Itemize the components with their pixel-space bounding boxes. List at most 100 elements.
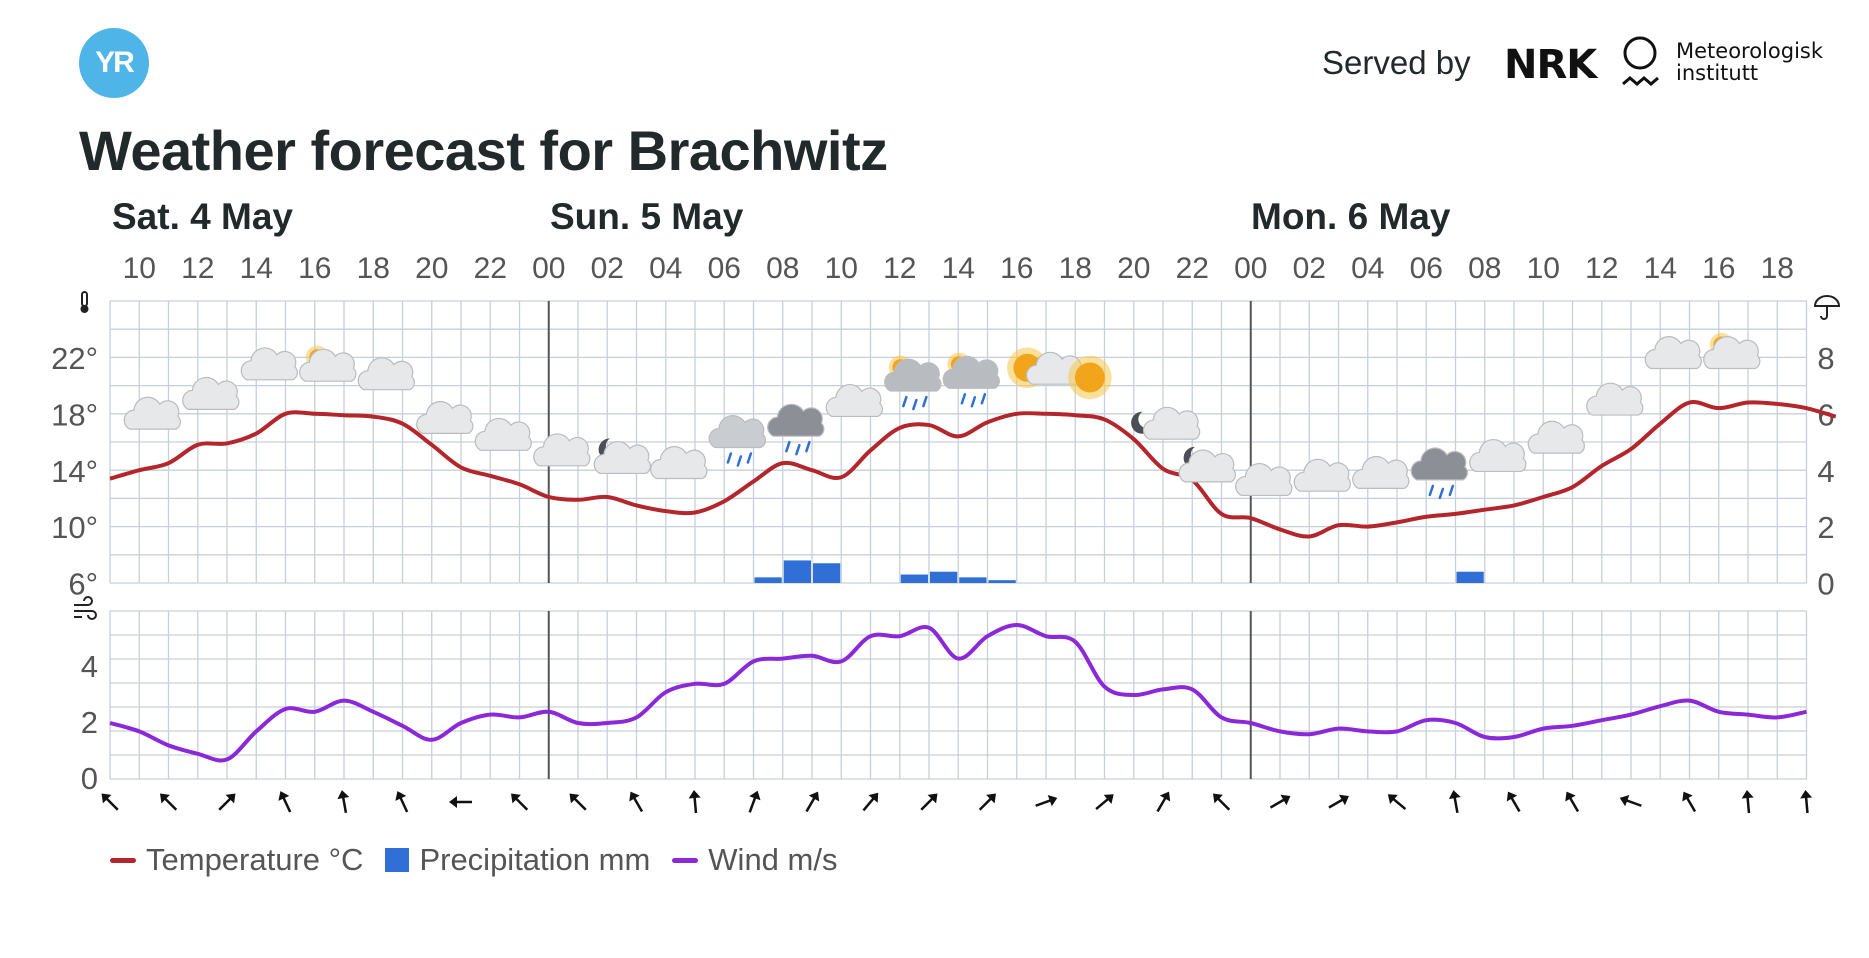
- wind-arrow-head: [569, 793, 580, 804]
- cloud-icon: [650, 446, 708, 480]
- precip-axis-label: 0: [1817, 567, 1834, 602]
- sun-icon: [1068, 355, 1112, 400]
- wind-arrow: [278, 791, 292, 813]
- hour-tick-label: 08: [766, 252, 799, 285]
- chart-grid: [109, 300, 1808, 780]
- wind-arrow: [101, 793, 119, 811]
- temp-axis-label: 6°: [68, 567, 98, 602]
- wind-arrow-head: [749, 790, 761, 801]
- wind-arrow: [569, 793, 587, 811]
- moon-shape: [1131, 411, 1153, 434]
- wind-arrow: [688, 790, 701, 814]
- cloud-shape: [593, 440, 651, 475]
- wind-arrow: [449, 796, 472, 808]
- wind-arrow: [1741, 790, 1754, 814]
- cloud-icon: [416, 400, 474, 434]
- cloud-icon: [182, 376, 240, 411]
- rain-drop: [960, 393, 967, 405]
- cloud-shape: [1703, 336, 1761, 370]
- umbrella-handle: [1820, 306, 1828, 320]
- cloud-shape: [1527, 420, 1585, 454]
- cloud-shape: [1469, 438, 1527, 473]
- yr-logo[interactable]: YR: [79, 28, 149, 98]
- wind-arrow: [160, 793, 178, 811]
- cloud-icon: [357, 357, 415, 391]
- thermometer-icon: [80, 291, 89, 313]
- wind-arrow-head: [1159, 791, 1171, 802]
- wind-arrow: [1619, 794, 1642, 807]
- chart-legend: Temperature °C Precipitation mm Wind m/s: [110, 842, 837, 878]
- wind-arrow: [920, 793, 938, 811]
- wind-axis-label: 2: [81, 705, 98, 740]
- cloud-shape: [708, 415, 766, 449]
- temp-axis-label: 18°: [51, 397, 98, 432]
- wind-arrow: [1213, 793, 1231, 811]
- nrk-logo[interactable]: NRK: [1504, 42, 1597, 88]
- partly-cloudy-day-icon: [299, 345, 357, 382]
- hour-tick-label: 00: [1234, 252, 1267, 285]
- wind-icon-lines: [74, 596, 97, 620]
- cloud-shape: [357, 357, 415, 391]
- wind-arrow-head: [1448, 790, 1461, 800]
- rain-drop: [746, 452, 753, 464]
- wind-arrow: [805, 791, 820, 813]
- cloud-icon: [474, 417, 532, 451]
- umbrella-icon: [1813, 295, 1841, 320]
- legend-wind[interactable]: Wind m/s: [672, 842, 837, 878]
- legend-temperature[interactable]: Temperature °C: [110, 842, 363, 878]
- hour-tick-label: 08: [1468, 252, 1501, 285]
- precipitation-bar: [988, 580, 1016, 583]
- hour-tick-label: 20: [415, 252, 448, 285]
- wind-arrow: [511, 793, 529, 811]
- partly-cloudy-day-icon: [1703, 332, 1761, 370]
- met-logo-text[interactable]: Meteorologisk institutt: [1676, 40, 1823, 84]
- hour-tick-label: 02: [591, 252, 624, 285]
- hour-tick-label: 12: [1585, 252, 1618, 285]
- cloud-icon: [1644, 336, 1702, 370]
- legend-temperature-label: Temperature °C: [146, 842, 364, 877]
- precipitation-bar: [783, 560, 811, 583]
- umbrella-canopy: [1813, 295, 1841, 307]
- wind-arrow: [1269, 794, 1291, 809]
- wind-arrow: [395, 791, 409, 813]
- wind-arrow-head: [1213, 793, 1223, 804]
- cloud-icon: [1235, 462, 1293, 497]
- rain-drop: [726, 452, 733, 464]
- hour-tick-label: 22: [474, 252, 507, 285]
- met-name-line1: Meteorologisk: [1676, 39, 1824, 63]
- day-label-sat: Sat. 4 May: [112, 196, 293, 237]
- legend-precipitation[interactable]: Precipitation mm: [385, 842, 650, 878]
- cloud-shape: [416, 400, 474, 434]
- cloud-icon: [123, 396, 181, 430]
- rain-drop: [922, 395, 928, 408]
- temperature-line: [109, 400, 1837, 539]
- hour-tick-label: 18: [357, 252, 390, 285]
- legend-wind-label: Wind m/s: [708, 842, 838, 877]
- cloud-shape: [650, 446, 708, 480]
- hour-tick-label: 14: [1644, 252, 1677, 285]
- wind-arrow-head: [629, 791, 640, 802]
- rain-drop: [902, 395, 908, 408]
- rain-sun-icon: [884, 355, 942, 411]
- thermometer-bulb: [80, 305, 89, 313]
- hour-tick-label: 04: [1351, 252, 1384, 285]
- served-by-label: Served by: [1322, 44, 1471, 81]
- cloud-shape: [767, 403, 825, 437]
- precipitation-bar: [959, 577, 987, 583]
- partly-cloudy-night-icon: [593, 438, 651, 475]
- wind-arrow-head: [927, 793, 938, 804]
- rain-cloud-dark-icon: [767, 403, 825, 456]
- rain-sun-icon: [942, 352, 1000, 408]
- legend-precipitation-label: Precipitation mm: [419, 842, 651, 877]
- cloud-shape: [1293, 458, 1351, 492]
- cloud-shape: [182, 376, 240, 411]
- temp-axis-label: 14°: [51, 454, 98, 489]
- wind-arrow-head: [1565, 791, 1576, 802]
- temp-axis-label: 22°: [51, 341, 98, 376]
- wind-arrow-head: [1387, 794, 1398, 805]
- wind-arrow-head: [808, 791, 820, 802]
- thermometer-stem: [81, 291, 88, 307]
- rain-drop: [795, 443, 801, 456]
- cloud-shape: [884, 358, 942, 392]
